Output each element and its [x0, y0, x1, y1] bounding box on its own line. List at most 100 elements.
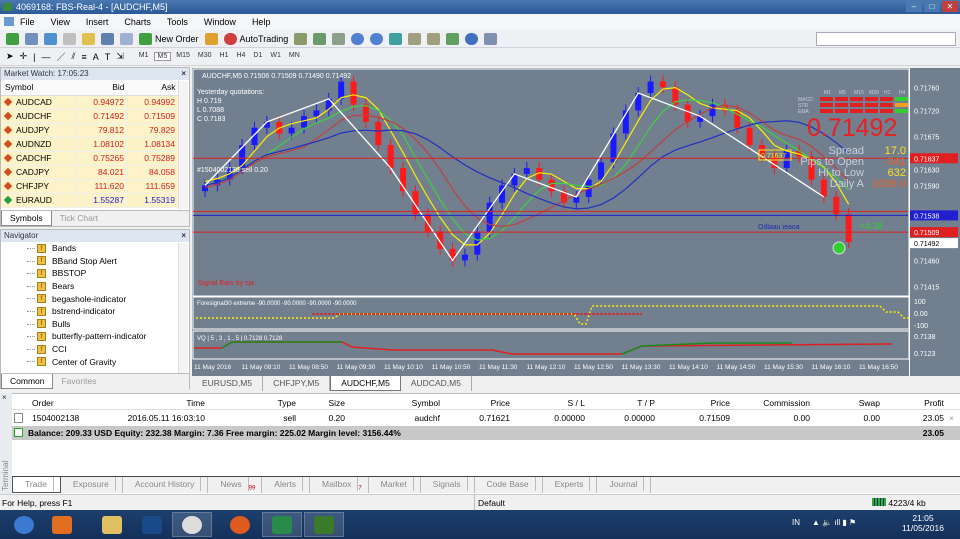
horizontal-line-icon[interactable]: — [41, 51, 51, 62]
tab-trade[interactable]: Trade [12, 477, 61, 493]
tab-favorites[interactable]: Favorites [61, 376, 97, 386]
crosshair-icon[interactable]: ✛ [19, 51, 28, 61]
chart-window[interactable]: AUDCHF,M5 0.71506 0.71509 0.71490 0.7149… [192, 68, 960, 376]
timeframe-m1[interactable]: M1 [138, 52, 149, 59]
price-chart[interactable]: AUDCHF,M5 0.71506 0.71509 0.71490 0.7149… [192, 68, 960, 376]
taskbar-photoshop[interactable] [132, 512, 172, 537]
tab-code-base[interactable]: Code Base [475, 477, 543, 493]
navigator-item[interactable]: f Bands [1, 242, 189, 255]
candlestick-icon[interactable] [313, 32, 327, 45]
navigator-item[interactable]: f BBSTOP [1, 267, 189, 280]
metaeditor-icon[interactable] [204, 32, 218, 45]
timeframe-h1[interactable]: H1 [219, 52, 229, 59]
tab-common[interactable]: Common [1, 374, 54, 389]
timeframe-h4[interactable]: H4 [236, 52, 246, 59]
menu-insert[interactable]: Insert [85, 17, 109, 27]
taskbar-explorer[interactable] [92, 512, 132, 537]
timeframe-w1[interactable]: W1 [270, 52, 281, 59]
text-icon[interactable]: A [92, 51, 99, 62]
bar-chart-icon[interactable] [294, 32, 308, 45]
tab-alerts[interactable]: Alerts [262, 477, 311, 493]
order-row[interactable]: 1504002138 2016.05.11 16:03:10 sell 0.20 aud… [12, 411, 960, 425]
menu-view[interactable]: View [50, 17, 70, 27]
text-label-icon[interactable]: T [104, 51, 111, 62]
cursor-icon[interactable]: ➤ [6, 51, 14, 61]
quote-row[interactable]: AUDCHF 0.71492 0.71509 [1, 109, 180, 124]
vertical-line-icon[interactable]: | [33, 51, 36, 62]
chart-tab[interactable]: AUDCHF,M5 [330, 376, 401, 391]
tab-market[interactable]: Market [369, 477, 421, 493]
close-icon[interactable]: × [181, 231, 186, 240]
menu-charts[interactable]: Charts [124, 17, 151, 27]
timeframe-m5[interactable]: M5 [153, 52, 172, 61]
menu-window[interactable]: Window [203, 17, 236, 27]
autoscroll-icon[interactable] [408, 32, 422, 45]
navigator-item[interactable]: f Bears [1, 280, 189, 293]
templates-icon[interactable] [484, 32, 498, 45]
data-window-icon[interactable] [63, 32, 76, 45]
zoom-in-icon[interactable] [351, 32, 365, 45]
maximize-button[interactable]: □ [924, 1, 940, 12]
timeframe-m30[interactable]: M30 [197, 52, 212, 59]
quote-row[interactable]: EURAUD 1.55287 1.55319 [1, 193, 180, 208]
clock[interactable]: 21:05 11/05/2016 [898, 513, 948, 533]
navigator-item[interactable]: f Bulls [1, 318, 189, 331]
autotrading-button[interactable]: AutoTrading [223, 32, 288, 45]
profiles-icon[interactable] [25, 32, 38, 45]
navigator-item[interactable]: f begashole-indicator [1, 292, 189, 305]
search-input[interactable] [816, 32, 956, 46]
tab-mailbox[interactable]: Mailbox 7 [310, 477, 369, 493]
quote-row[interactable]: CHFJPY 111.620 111.659 [1, 179, 180, 194]
taskbar-media-player[interactable] [42, 512, 82, 537]
taskbar-downloader[interactable] [262, 512, 302, 537]
tab-experts[interactable]: Experts [543, 477, 598, 493]
menu-file[interactable]: File [20, 17, 35, 27]
navigator-item[interactable]: f butterfly-pattern-indicator [1, 330, 189, 343]
tab-signals[interactable]: Signals [421, 477, 475, 493]
quote-row[interactable]: AUDCAD 0.94972 0.94992 [1, 95, 180, 110]
minimize-button[interactable]: – [906, 1, 922, 12]
tab-symbols[interactable]: Symbols [1, 211, 52, 226]
navigator-item[interactable]: f bstrend-indicator [1, 305, 189, 318]
zoom-out-icon[interactable] [370, 32, 384, 45]
quote-row[interactable]: CADJPY 84.021 84.058 [1, 165, 180, 180]
new-chart-icon[interactable] [6, 32, 19, 45]
timeframe-m15[interactable]: M15 [176, 52, 190, 59]
market-watch-icon[interactable] [44, 32, 57, 45]
close-icon[interactable]: × [181, 69, 186, 78]
arrows-icon[interactable]: ⇲ [116, 51, 124, 61]
quote-row[interactable]: AUDJPY 79.812 79.829 [1, 123, 180, 138]
tab-account-history[interactable]: Account History [123, 477, 209, 493]
taskbar-firefox[interactable] [220, 512, 260, 537]
tile-windows-icon[interactable] [389, 32, 403, 45]
tray-icons[interactable]: ▲ 🔈 ıll ▮ ⚑ [812, 518, 857, 527]
table-header[interactable]: Order Time Type Size Symbol Price S / L T / P Pr… [12, 396, 960, 410]
navigator-item[interactable]: f Center of Gravity [1, 355, 189, 368]
tab-exposure[interactable]: Exposure [61, 477, 123, 493]
taskbar-fbs-terminal[interactable] [304, 512, 344, 537]
line-chart-icon[interactable] [332, 32, 346, 45]
chart-shift-icon[interactable] [427, 32, 441, 45]
taskbar-chrome[interactable] [172, 512, 212, 537]
new-order-button[interactable]: New Order [139, 32, 199, 45]
quote-row[interactable]: CADCHF 0.75265 0.75289 [1, 151, 180, 166]
taskbar-start[interactable] [4, 512, 44, 537]
periods-icon[interactable] [465, 32, 479, 45]
navigator-icon[interactable] [82, 32, 95, 45]
navigator-item[interactable]: f BBand Stop Alert [1, 255, 189, 268]
close-icon[interactable]: × [2, 393, 7, 402]
chart-tab[interactable]: AUDCAD,M5 [401, 376, 472, 391]
menu-help[interactable]: Help [251, 17, 271, 27]
channel-icon[interactable]: ⫽ [71, 51, 76, 61]
timeframe-d1[interactable]: D1 [253, 52, 263, 59]
tab-tick-chart[interactable]: Tick Chart [59, 213, 99, 223]
terminal-icon[interactable] [101, 32, 114, 45]
tab-journal[interactable]: Journal [597, 477, 652, 493]
chart-tab[interactable]: EURUSD,M5 [192, 376, 264, 391]
close-button[interactable]: ✕ [942, 1, 958, 12]
close-order-icon[interactable]: × [949, 413, 954, 423]
language-indicator[interactable]: IN [792, 518, 800, 527]
navigator-item[interactable]: f CCI [1, 343, 189, 356]
fibonacci-icon[interactable]: ≡ [81, 51, 87, 62]
quote-row[interactable]: AUDNZD 1.08102 1.08134 [1, 137, 180, 152]
